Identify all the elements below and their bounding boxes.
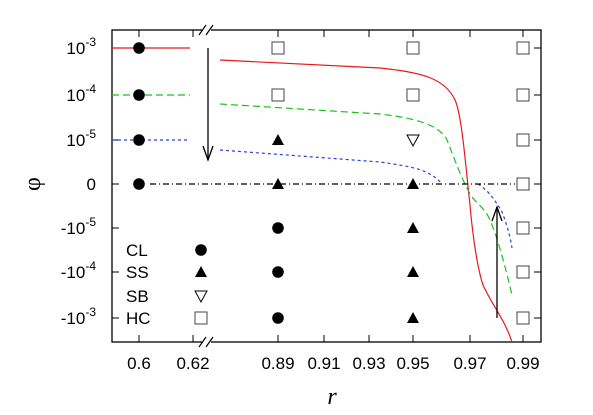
plot-frame <box>111 29 542 343</box>
x-tick-label: 0.89 <box>261 354 294 373</box>
arrow-up-head <box>491 205 503 222</box>
axis-break-mark <box>205 24 214 36</box>
data-point-hc <box>516 221 530 235</box>
axis-break-gap <box>202 337 211 347</box>
y-tick-label: 10-4 <box>66 82 96 105</box>
legend-label: CL <box>126 241 148 260</box>
data-point-ss <box>272 134 284 145</box>
data-point-hc <box>516 265 530 279</box>
y-tick-label: 0 <box>87 175 96 194</box>
y-tick-label: -10-3 <box>61 305 97 328</box>
curve-dotted <box>112 139 513 249</box>
curve-dashed <box>112 94 513 296</box>
data-point-hc <box>271 41 285 55</box>
legend-marker-ss <box>195 266 207 277</box>
y-axis-title: φ <box>20 177 46 191</box>
x-tick-label: 0.62 <box>176 354 209 373</box>
y-tick-label: 10-5 <box>66 127 96 150</box>
x-tick-label: 0.97 <box>453 354 486 373</box>
y-tick-label: 10-3 <box>66 35 96 58</box>
x-tick-label: 0.95 <box>396 354 429 373</box>
legend-marker-cl <box>195 244 207 256</box>
data-point-ss <box>407 178 419 189</box>
data-point-ss <box>407 222 419 233</box>
data-point-hc <box>406 88 420 102</box>
data-point-hc <box>516 41 530 55</box>
data-point-ss <box>407 312 419 323</box>
y-tick-label: -10-4 <box>61 259 97 282</box>
axis-break-mark <box>198 336 207 348</box>
data-point-hc <box>516 177 530 191</box>
arrow-down-head <box>202 145 214 162</box>
curve-solid <box>112 47 513 343</box>
data-point-cl <box>272 266 284 278</box>
x-tick-label: 0.99 <box>506 354 539 373</box>
legend-label: SS <box>126 263 149 282</box>
x-tick-label: 0.6 <box>127 354 151 373</box>
data-point-cl <box>133 42 145 54</box>
legend-marker-sb <box>194 290 208 304</box>
data-point-cl <box>272 312 284 324</box>
axis-break-mark <box>205 336 214 348</box>
data-point-hc <box>516 311 530 325</box>
data-point-sb <box>406 134 420 148</box>
data-point-hc <box>516 88 530 102</box>
data-point-ss <box>272 178 284 189</box>
x-tick-label: 0.93 <box>352 354 385 373</box>
data-point-cl <box>133 89 145 101</box>
data-point-hc <box>406 41 420 55</box>
data-point-cl <box>133 178 145 190</box>
data-point-hc <box>271 88 285 102</box>
x-tick-label: 0.91 <box>307 354 340 373</box>
data-point-ss <box>407 266 419 277</box>
data-point-cl <box>272 222 284 234</box>
data-point-hc <box>516 133 530 147</box>
data-point-cl <box>133 134 145 146</box>
legend-label: SB <box>126 287 149 306</box>
legend-marker-hc <box>194 311 208 325</box>
legend-label: HC <box>126 309 151 328</box>
x-axis-title: r <box>327 384 337 410</box>
axis-break-mark <box>198 24 207 36</box>
y-tick-label: -10-5 <box>61 215 97 238</box>
axis-break-gap <box>202 25 211 35</box>
